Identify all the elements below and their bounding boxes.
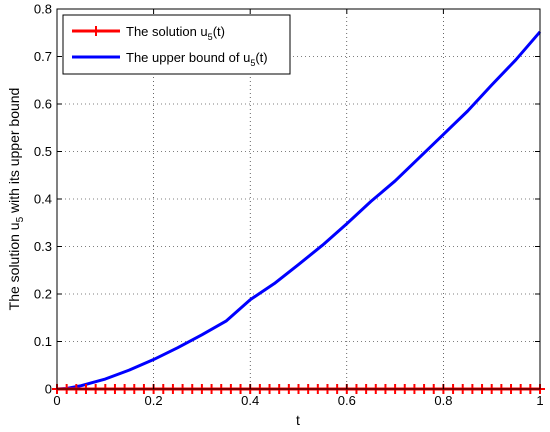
y-tick-label: 0.8: [34, 2, 52, 17]
y-tick-label: 0.6: [34, 97, 52, 112]
x-tick-label: 0: [53, 393, 60, 408]
legend-label-solution-after: (t): [213, 24, 225, 39]
x-tick-label: 0.2: [145, 393, 163, 408]
x-tick-label: 0.6: [338, 393, 356, 408]
tick-labels: 0 0.2 0.4 0.6 0.8 1 0 0.1 0.2 0.3 0.4 0.5 0.6 0.7 0.8: [34, 2, 544, 409]
legend-label-upper-bound: The upper bound of u5(t): [126, 50, 268, 68]
legend-label-solution-before: The solution u: [126, 24, 208, 39]
legend-label-upper-bound-after: (t): [255, 50, 267, 65]
y-axis-label-after: with its upper bound: [6, 88, 22, 217]
y-axis-label: The solution u5 with its upper bound: [6, 88, 26, 311]
y-tick-label: 0.2: [34, 287, 52, 302]
y-tick-label: 0.1: [34, 334, 52, 349]
legend-label-solution: The solution u5(t): [126, 24, 225, 42]
x-tick-label: 0.8: [434, 393, 452, 408]
y-tick-label: 0.4: [34, 192, 52, 207]
series-line-upper-bound: [56, 30, 542, 391]
legend-label-upper-bound-before: The upper bound of u: [126, 50, 250, 65]
y-tick-label: 0.3: [34, 239, 52, 254]
x-tick-label: 0.4: [241, 393, 259, 408]
y-tick-label: 0.7: [34, 49, 52, 64]
legend: The solution u5(t) The upper bound of u5…: [62, 14, 291, 75]
legend-label-solution-sub: 5: [208, 32, 213, 42]
y-tick-label: 0: [45, 382, 52, 397]
ticks: [56, 8, 541, 390]
legend-label-upper-bound-sub: 5: [250, 58, 255, 68]
y-axis-label-before: The solution u: [6, 222, 22, 310]
x-axis-label: t: [296, 412, 300, 428]
x-tick-label: 1: [536, 393, 543, 408]
legend-box: [62, 14, 291, 75]
y-axis-label-sub: 5: [15, 216, 26, 222]
y-tick-label: 0.5: [34, 144, 52, 159]
